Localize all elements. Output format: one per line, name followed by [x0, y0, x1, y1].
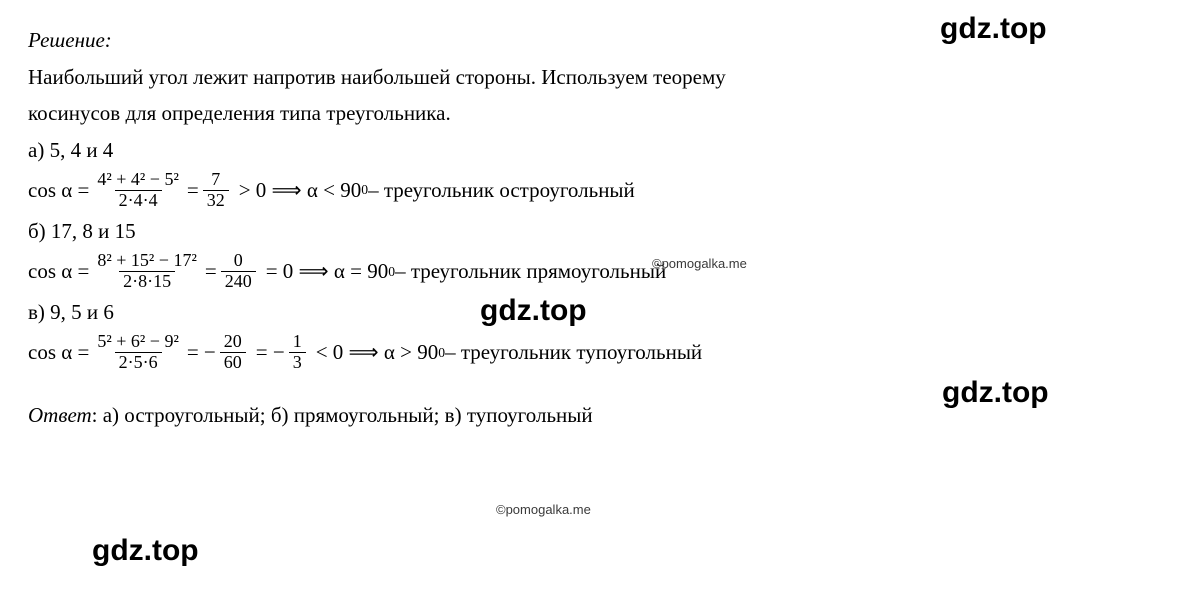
equals: = — [205, 255, 217, 288]
denominator: 240 — [221, 271, 256, 292]
fraction: 0 240 — [221, 251, 256, 292]
equals: = — [187, 174, 199, 207]
comparison: < 0 ⟹ α > 90 — [316, 336, 439, 369]
cos-prefix: cos α = — [28, 336, 89, 369]
answer-text: : а) остроугольный; б) прямоугольный; в)… — [92, 399, 593, 432]
fraction: 1 3 — [289, 332, 306, 373]
answer-line: Ответ: а) остроугольный; б) прямоугольны… — [28, 399, 1163, 432]
fraction: 8² + 15² − 17² 2·8·15 — [93, 251, 201, 292]
numerator: 7 — [207, 170, 224, 190]
mid-text: = 0 ⟹ α = 90 — [266, 255, 389, 288]
tail-text: – треугольник тупоугольный — [445, 336, 702, 369]
cos-prefix: cos α = — [28, 255, 89, 288]
part-c-label: в) 9, 5 и 6 — [28, 296, 1163, 329]
fraction: 5² + 6² − 9² 2·5·6 — [93, 332, 183, 373]
denominator: 2·8·15 — [119, 271, 175, 292]
part-a-label: а) 5, 4 и 4 — [28, 134, 1163, 167]
part-a-equation: cos α = 4² + 4² − 5² 2·4·4 = 7 32 > 0 ⟹ … — [28, 170, 1163, 211]
denominator: 60 — [220, 352, 246, 373]
intro-line-1: Наибольший угол лежит напротив наибольше… — [28, 61, 1163, 94]
fraction: 20 60 — [220, 332, 246, 373]
comparison: > 0 ⟹ α < 90 — [239, 174, 362, 207]
numerator: 20 — [220, 332, 246, 352]
watermark-big: gdz.top — [92, 528, 199, 575]
part-b-equation: cos α = 8² + 15² − 17² 2·8·15 = 0 240 = … — [28, 251, 1163, 292]
heading: Решение: — [28, 24, 1163, 57]
tail-text: – треугольник прямоугольный — [395, 255, 666, 288]
part-b-label: б) 17, 8 и 15 — [28, 215, 1163, 248]
denominator: 32 — [203, 190, 229, 211]
fraction: 4² + 4² − 5² 2·4·4 — [93, 170, 183, 211]
denominator: 2·5·6 — [115, 352, 162, 373]
watermark-small: ©pomogalka.me — [496, 500, 591, 520]
denominator: 2·4·4 — [115, 190, 162, 211]
cos-prefix: cos α = — [28, 174, 89, 207]
fraction: 7 32 — [203, 170, 229, 211]
numerator: 5² + 6² − 9² — [93, 332, 183, 352]
tail-text: – треугольник остроугольный — [368, 174, 635, 207]
answer-label: Ответ — [28, 399, 92, 432]
equals: = − — [187, 336, 216, 369]
part-c-equation: cos α = 5² + 6² − 9² 2·5·6 = − 20 60 = −… — [28, 332, 1163, 373]
numerator: 0 — [230, 251, 247, 271]
numerator: 1 — [289, 332, 306, 352]
denominator: 3 — [289, 352, 306, 373]
numerator: 8² + 15² − 17² — [93, 251, 201, 271]
intro-line-2: косинусов для определения типа треугольн… — [28, 97, 1163, 130]
equals: = − — [256, 336, 285, 369]
numerator: 4² + 4² − 5² — [93, 170, 183, 190]
